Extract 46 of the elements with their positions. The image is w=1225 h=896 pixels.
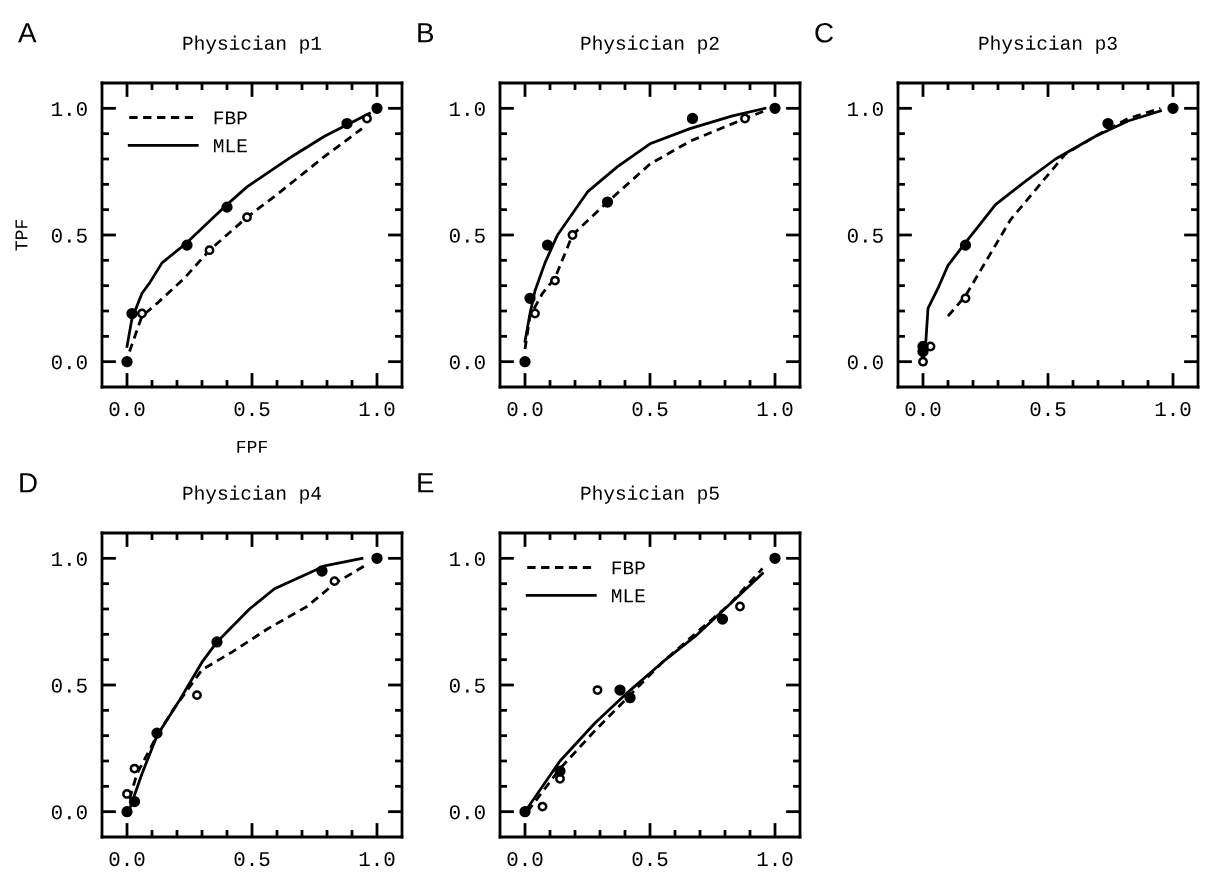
text: D (20, 473, 37, 493)
x-tick-label: 0.0 (507, 402, 543, 417)
x-tick-label: 0.0 (905, 402, 941, 417)
y-tick-label: 0.5 (51, 678, 87, 693)
text: E (418, 473, 434, 493)
x-tick-label: 1.0 (359, 402, 395, 417)
x-tick-label: 1.0 (757, 402, 793, 417)
x-tick-label: 0.5 (632, 402, 668, 417)
y-tick-label: 0.0 (449, 805, 485, 820)
x-tick-label: 1.0 (359, 852, 395, 867)
chart-title: Physician p4 (183, 485, 322, 504)
y-tick-label: 1.0 (52, 101, 87, 117)
y-tick-label: 1.0 (450, 551, 485, 567)
chart-title: Physician p1 (183, 35, 322, 54)
text: B (418, 23, 434, 43)
y-tick-label: 1.0 (52, 551, 87, 567)
text: A (18, 23, 37, 43)
x-tick-label: 0.5 (234, 402, 270, 417)
legend-label: FBP (612, 561, 645, 575)
chart-title: Physician p2 (581, 35, 719, 54)
y-tick-label: 0.0 (847, 355, 883, 370)
y-tick-label: 0.5 (847, 228, 883, 243)
x-tick-label: 0.5 (234, 852, 270, 867)
y-axis-title: TPF (15, 220, 28, 251)
chart-title: Physician p3 (979, 35, 1117, 54)
y-tick-label: 0.5 (51, 228, 87, 243)
chart-title: Physician p5 (581, 485, 719, 504)
text: C (815, 22, 833, 43)
x-axis-title: FPF (237, 440, 267, 453)
x-tick-label: 1.0 (1155, 402, 1191, 417)
x-tick-label: 1.0 (757, 852, 793, 867)
legend-label: FBP (214, 111, 247, 125)
y-tick-label: 1.0 (450, 101, 485, 117)
x-tick-label: 0.5 (1030, 402, 1066, 417)
legend-label: MLE (612, 589, 645, 603)
x-tick-label: 0.5 (632, 852, 668, 867)
y-tick-label: 0.0 (51, 805, 87, 820)
x-tick-label: 0.0 (109, 852, 145, 867)
legend-label: MLE (214, 139, 247, 153)
y-tick-label: 0.0 (51, 355, 87, 370)
y-tick-label: 0.5 (449, 678, 485, 693)
x-tick-label: 0.0 (507, 852, 543, 867)
y-tick-label: 1.0 (848, 101, 883, 117)
x-tick-label: 0.0 (109, 402, 145, 417)
y-tick-label: 0.5 (449, 228, 485, 243)
y-tick-label: 0.0 (449, 355, 485, 370)
